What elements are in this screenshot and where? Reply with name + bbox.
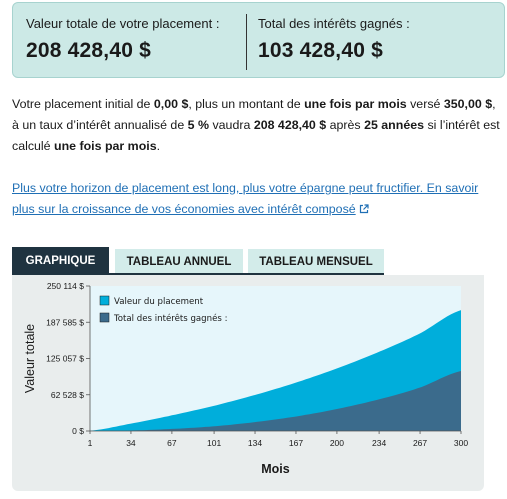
x-tick-label: 200 <box>330 438 344 448</box>
desc-frequency: une fois par mois <box>304 97 407 111</box>
y-tick-label: 250 114 $ <box>47 281 84 291</box>
tab-label[interactable]: TABLEAU ANNUEL <box>126 256 232 268</box>
desc-contribution: 350,00 $ <box>443 97 493 111</box>
link-text[interactable]: Plus votre horizon de placement est long… <box>12 181 479 216</box>
x-tick-label: 101 <box>207 438 221 448</box>
legend-swatch <box>99 312 110 323</box>
total-value-amount: 208 428,40 $ <box>26 39 152 62</box>
y-tick-label: 62 528 $ <box>51 390 84 400</box>
growth-area-chart: 0 $62 528 $125 057 $187 585 $250 114 $1 3… <box>23 281 468 476</box>
tab-label[interactable]: GRAPHIQUE <box>25 254 96 267</box>
x-axis-title: Mois <box>261 462 290 476</box>
desc-text: Votre placement initial de <box>12 97 154 111</box>
interest-total-label: Total des intérêts gagnés : <box>258 16 410 31</box>
area-series-interest <box>90 371 461 431</box>
desc-rate: 5 % <box>187 118 210 132</box>
total-value-block: Valeur totale de votre placement : 208 4… <box>26 16 219 63</box>
x-tick-label: 300 <box>454 438 468 448</box>
chart-panel: 0 $62 528 $125 057 $187 585 $250 114 $1 3… <box>12 275 484 491</box>
learn-more-paragraph: Plus votre horizon de placement est long… <box>12 178 502 220</box>
desc-text: versé <box>406 97 444 111</box>
desc-text: vaudra <box>209 118 254 132</box>
interest-total-block: Total des intérêts gagnés : 103 428,40 $ <box>258 16 410 63</box>
summary-divider <box>246 14 247 70</box>
x-tick-label: 167 <box>289 438 303 448</box>
tab-tableau-mensuel[interactable]: TABLEAU MENSUEL <box>248 249 384 275</box>
x-tick-label: 67 <box>167 438 177 448</box>
total-value-label: Valeur totale de votre placement : <box>26 16 220 31</box>
desc-text: après <box>326 118 365 132</box>
y-tick-label: 0 $ <box>72 426 84 436</box>
tab-label[interactable]: TABLEAU MENSUEL <box>259 256 373 268</box>
legend-swatch <box>99 295 110 306</box>
x-tick-label: 267 <box>413 438 427 448</box>
x-tick-label: 1 <box>88 438 93 448</box>
desc-final-value: 208 428,40 $ <box>253 118 327 132</box>
external-link-icon[interactable] <box>359 204 369 214</box>
desc-compounding: une fois par mois <box>54 139 157 153</box>
y-tick-label: 187 585 $ <box>46 317 84 327</box>
desc-text: , plus un montant de <box>188 97 305 111</box>
desc-text: si l’intérêt est calculé <box>12 118 500 153</box>
result-description: Votre placement initial de 0,00 $, plus … <box>12 94 502 157</box>
desc-text: . <box>156 139 161 153</box>
x-tick-label: 34 <box>126 438 136 448</box>
x-tick-label: 134 <box>248 438 262 448</box>
desc-text: , à un taux d’intérêt annualisé de <box>12 97 496 132</box>
y-tick-label: 125 057 $ <box>46 354 84 364</box>
x-tick-label: 234 <box>372 438 386 448</box>
legend-label: Total des intérêts gagnés : <box>113 313 227 324</box>
desc-years: 25 années <box>364 118 424 132</box>
desc-initial-amount: 0,00 $ <box>153 97 189 111</box>
tab-graphique[interactable]: GRAPHIQUE <box>12 247 109 274</box>
tab-tableau-annuel[interactable]: TABLEAU ANNUEL <box>115 249 243 275</box>
summary-box: Valeur totale de votre placement : 208 4… <box>12 2 505 78</box>
legend-label: Valeur du placement <box>114 297 204 307</box>
compound-interest-link[interactable]: Plus votre horizon de placement est long… <box>12 181 478 216</box>
tabs-underline <box>12 273 384 275</box>
area-series-investment <box>90 310 461 431</box>
interest-total-amount: 103 428,40 $ <box>258 39 384 62</box>
y-axis-title: Valeur totale <box>23 324 37 393</box>
